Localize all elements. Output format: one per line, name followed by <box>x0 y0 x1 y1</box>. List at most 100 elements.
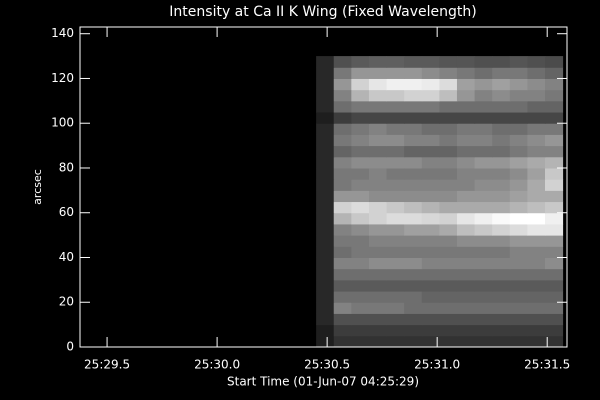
heatmap-cell <box>527 100 546 113</box>
heatmap-cell <box>492 223 511 236</box>
heatmap-cell <box>368 100 388 113</box>
heatmap-cell <box>439 279 458 292</box>
heatmap-cell <box>456 291 476 303</box>
heatmap-cell <box>316 302 335 314</box>
heatmap-cell <box>456 190 476 203</box>
heatmap-cell <box>333 313 352 326</box>
heatmap-cell <box>439 123 458 135</box>
heatmap-cell <box>509 179 528 191</box>
heatmap-cell <box>492 335 511 348</box>
heatmap-cell <box>439 190 458 203</box>
heatmap-cell <box>333 235 352 247</box>
heatmap-cell <box>439 335 458 348</box>
heatmap-cell <box>421 279 440 292</box>
heatmap-cell <box>544 268 564 281</box>
heatmap-cell <box>351 324 370 337</box>
heatmap-cell <box>386 156 405 169</box>
heatmap-cell <box>333 190 352 203</box>
heatmap-cell <box>351 257 370 270</box>
heatmap-cell <box>527 67 546 79</box>
heatmap-cell <box>544 324 564 337</box>
chart-title: Intensity at Ca II K Wing (Fixed Wavelen… <box>169 4 476 20</box>
heatmap-cell <box>404 212 423 225</box>
heatmap-cell <box>404 134 423 147</box>
heatmap-cell <box>386 279 405 292</box>
heatmap-cell <box>421 179 440 191</box>
heatmap-cell <box>439 223 458 236</box>
heatmap-cell <box>544 279 564 292</box>
heatmap-cell <box>439 78 458 91</box>
heatmap-cell <box>474 201 493 214</box>
heatmap-cell <box>492 89 511 102</box>
heatmap-cell <box>492 112 511 124</box>
heatmap-cell <box>368 179 388 191</box>
heatmap-cell <box>456 167 476 180</box>
heatmap-cell <box>421 291 440 303</box>
heatmap-cell <box>404 145 423 158</box>
heatmap-cell <box>474 291 493 303</box>
heatmap-cell <box>333 324 352 337</box>
heatmap-cell <box>544 335 564 348</box>
heatmap-cell <box>527 324 546 337</box>
heatmap-cell <box>527 268 546 281</box>
heatmap-cell <box>439 302 458 314</box>
heatmap-cell <box>386 257 405 270</box>
heatmap-cell <box>456 134 476 147</box>
heatmap-cell <box>527 56 546 68</box>
heatmap-cell <box>509 257 528 270</box>
heatmap-cell <box>492 212 511 225</box>
heatmap-cell <box>439 56 458 68</box>
heatmap-cell <box>439 212 458 225</box>
heatmap-cell <box>527 335 546 348</box>
heatmap-cell <box>368 156 388 169</box>
heatmap-cell <box>456 279 476 292</box>
y-tick-label: 100 <box>51 116 74 130</box>
heatmap-cell <box>386 56 405 68</box>
heatmap <box>316 56 564 348</box>
heatmap-cell <box>527 190 546 203</box>
heatmap-cell <box>544 302 564 314</box>
heatmap-cell <box>544 235 564 247</box>
heatmap-cell <box>368 324 388 337</box>
heatmap-cell <box>439 201 458 214</box>
heatmap-cell <box>474 302 493 314</box>
heatmap-cell <box>439 134 458 147</box>
heatmap-cell <box>544 78 564 91</box>
heatmap-cell <box>421 302 440 314</box>
heatmap-cell <box>456 335 476 348</box>
heatmap-cell <box>333 302 352 314</box>
heatmap-cell <box>527 78 546 91</box>
heatmap-cell <box>439 257 458 270</box>
heatmap-cell <box>421 78 440 91</box>
heatmap-cell <box>492 100 511 113</box>
heatmap-cell <box>509 324 528 337</box>
heatmap-cell <box>421 235 440 247</box>
heatmap-cell <box>527 223 546 236</box>
heatmap-cell <box>492 134 511 147</box>
heatmap-cell <box>456 257 476 270</box>
heatmap-cell <box>439 268 458 281</box>
heatmap-cell <box>333 268 352 281</box>
heatmap-cell <box>456 212 476 225</box>
heatmap-cell <box>492 167 511 180</box>
heatmap-cell <box>333 156 352 169</box>
heatmap-cell <box>404 190 423 203</box>
heatmap-cell <box>316 324 335 337</box>
heatmap-cell <box>351 112 370 124</box>
heatmap-cell <box>474 279 493 292</box>
heatmap-cell <box>509 78 528 91</box>
heatmap-cell <box>527 201 546 214</box>
heatmap-cell <box>421 56 440 68</box>
heatmap-cell <box>439 313 458 326</box>
heatmap-cell <box>404 89 423 102</box>
heatmap-cell <box>527 89 546 102</box>
heatmap-cell <box>456 56 476 68</box>
heatmap-cell <box>316 223 335 236</box>
heatmap-cell <box>527 246 546 258</box>
heatmap-cell <box>544 257 564 270</box>
heatmap-cell <box>386 123 405 135</box>
heatmap-cell <box>386 291 405 303</box>
heatmap-cell <box>474 134 493 147</box>
heatmap-cell <box>439 100 458 113</box>
heatmap-cell <box>386 324 405 337</box>
